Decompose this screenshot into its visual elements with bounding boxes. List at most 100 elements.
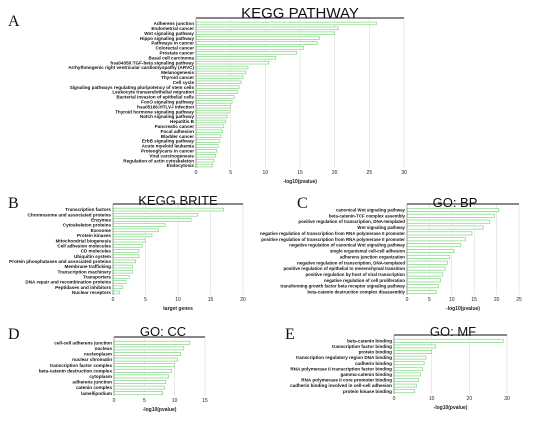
bar [113, 340, 191, 345]
category-label: nucleoplasm [84, 352, 112, 357]
bar [393, 389, 416, 394]
bar [393, 344, 436, 349]
bar [195, 41, 318, 45]
bar [112, 249, 140, 253]
category-label: positive regulation by host of viral tra… [305, 272, 405, 277]
x-tick-label: 10 [172, 398, 178, 404]
bar [113, 380, 166, 384]
category-label: protein kinase binding [343, 389, 392, 394]
bar [113, 352, 182, 356]
bar [112, 233, 153, 238]
x-tick-label: 10 [429, 396, 435, 402]
category-label: transcription factor binding [332, 344, 392, 349]
bar [195, 60, 270, 65]
category-label: RNA polymerase II core promoter binding [301, 378, 392, 383]
category-label: cell-cell adherens junction [54, 340, 112, 345]
bar [112, 269, 133, 274]
bar [112, 280, 127, 284]
bar [112, 207, 224, 212]
bar [112, 212, 198, 217]
category-label: hsa05166:HTLV-I infection [137, 104, 194, 109]
category-label: single organismal cell-cell adhesion [330, 249, 405, 254]
x-tick-label: 5 [229, 170, 232, 176]
chart-title: GO: CC [140, 324, 186, 339]
category-label: Leukocyte transendothelial migration [112, 90, 194, 95]
category-label: Adherens junction [154, 21, 195, 26]
category-label: Signaling pathways regulating pluripoten… [70, 85, 195, 90]
category-label: Transcription machinery [58, 269, 112, 274]
bar [195, 149, 218, 153]
bar [406, 290, 437, 295]
panel-letter: A [8, 13, 20, 30]
category-label: negative regulation of canonical Wnt sig… [289, 243, 405, 248]
x-tick-label: 25 [367, 170, 373, 176]
x-axis-label: -log10(pvalue) [143, 407, 177, 413]
category-label: Bladder cancer [161, 134, 194, 139]
x-tick-label: 5 [144, 297, 147, 303]
category-label: Focal adhesion [161, 129, 195, 134]
bar [195, 139, 220, 143]
bar [195, 114, 228, 119]
bar [393, 350, 433, 354]
x-tick-label: 0 [112, 297, 115, 303]
category-label: gamma-catenin binding [340, 372, 392, 377]
category-label: Pancreatic cancer [155, 124, 195, 129]
category-label: beta-catenin-TCF complex assembly [329, 213, 406, 218]
chart-panel-d: D GO: CC cell-cell adherens junctionnucleu… [8, 324, 208, 413]
category-label: Melanogenesis [161, 70, 194, 75]
x-tick-label: 15 [202, 398, 208, 404]
category-label: hsa04350:TGF-beta signaling pathway [111, 60, 195, 65]
category-label: Transcription factors [65, 207, 111, 212]
bar [195, 80, 242, 84]
category-label: Peptidases and inhibitors [55, 285, 111, 290]
bar [195, 109, 230, 114]
bar [406, 272, 444, 277]
category-label: Protein kinases [77, 233, 111, 238]
chart-title: GO: BP [433, 195, 478, 210]
category-label: adherens junction organization [340, 254, 405, 259]
panel-letter: E [285, 326, 295, 343]
bar [393, 383, 417, 388]
x-axis-label: target genes [163, 306, 193, 312]
category-label: Enzymes [91, 218, 111, 223]
category-label: Basal cell carcinoma [149, 55, 195, 60]
category-label: Wnt signaling pathway [144, 31, 194, 36]
category-label: positive regulation of transcription, DN… [298, 219, 405, 224]
bar [195, 21, 377, 26]
category-label: canonical Wnt signaling pathway [336, 207, 406, 212]
x-tick-label: 0 [195, 170, 198, 176]
category-label: RNA polymerase II transcription factor b… [290, 366, 392, 371]
x-tick-label: 0 [113, 398, 116, 404]
bar [195, 85, 240, 89]
bar [406, 213, 495, 218]
bar [112, 254, 140, 258]
x-tick-label: 10 [263, 170, 269, 176]
category-label: Pathways in cancer [151, 41, 194, 46]
bar [195, 56, 277, 60]
category-label: positive regulation of transcription fro… [261, 237, 405, 242]
bar [406, 254, 450, 259]
category-label: Ubiquitin system [74, 254, 111, 259]
category-label: cadherin binding [355, 361, 392, 366]
bar [113, 363, 176, 368]
panel-letter: B [8, 195, 19, 212]
x-axis-label: -log10(pvalue) [283, 179, 317, 185]
bar [112, 275, 130, 279]
category-label: beta-catenin destruction complex [39, 368, 113, 373]
bar [112, 238, 146, 243]
category-label: transcription factor complex [50, 363, 112, 368]
bar [112, 285, 124, 290]
bar [112, 264, 133, 269]
x-tick-label: 20 [494, 297, 500, 303]
category-label: cadherin binding involved in cell-cell a… [290, 383, 392, 388]
category-label: FoxO signaling pathway [141, 99, 194, 104]
bar [112, 290, 120, 295]
bar [195, 31, 336, 35]
category-label: Membrane trafficking [65, 264, 112, 269]
bar [406, 237, 466, 242]
bar [393, 338, 504, 343]
